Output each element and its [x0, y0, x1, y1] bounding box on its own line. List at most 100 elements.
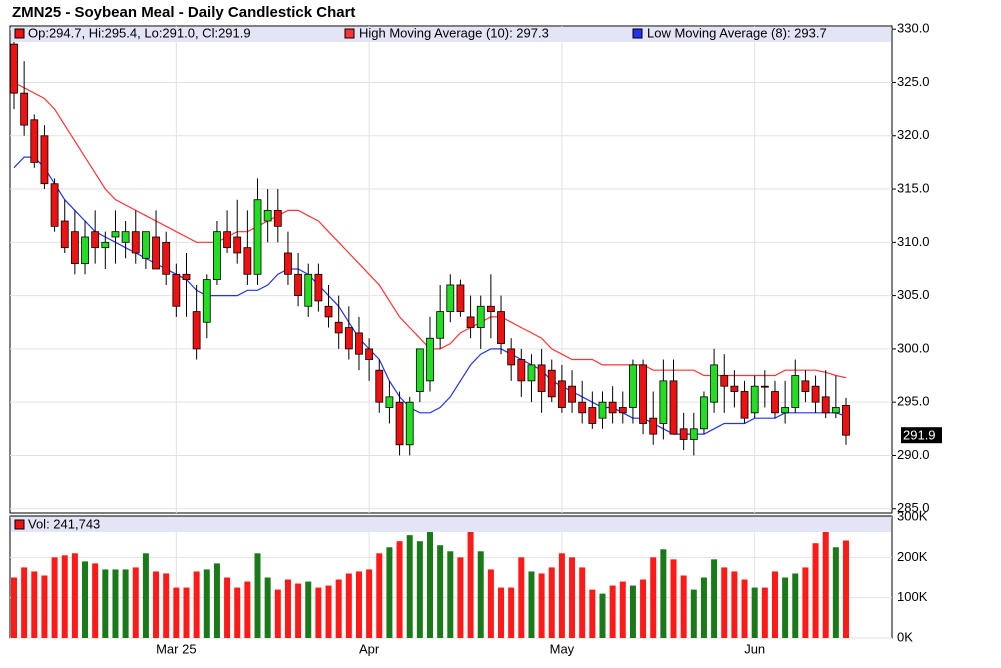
- candle-body: [476, 305, 485, 328]
- volume-bar: [812, 543, 819, 638]
- volume-bar: [386, 547, 393, 638]
- candle-body: [811, 385, 820, 403]
- volume-bar: [82, 561, 89, 638]
- volume-bar: [538, 573, 545, 638]
- volume-bar: [508, 587, 515, 638]
- volume-bar: [467, 531, 474, 638]
- volume-bar: [741, 579, 748, 638]
- candle-body: [750, 385, 759, 414]
- candle-body: [101, 241, 110, 249]
- candle-body: [415, 348, 424, 392]
- volume-bar: [315, 587, 322, 638]
- volume-bar: [213, 563, 220, 638]
- volume-bar: [579, 567, 586, 638]
- candle-body: [172, 273, 181, 307]
- volume-bar: [264, 577, 271, 638]
- volume-bar: [843, 540, 849, 638]
- candle-body: [507, 348, 516, 366]
- volume-bar: [112, 569, 119, 638]
- candle-body: [385, 396, 394, 408]
- x-tick-label: Apr: [359, 641, 380, 656]
- volume-bar: [92, 563, 99, 638]
- legend-swatch: [14, 28, 25, 39]
- legend-swatch: [14, 519, 25, 530]
- volume-bar: [41, 575, 48, 638]
- candle-body: [162, 241, 171, 275]
- volume-bar: [822, 529, 829, 638]
- candle-body: [598, 401, 607, 419]
- volume-bar: [528, 571, 535, 638]
- volume-bar: [335, 579, 342, 638]
- volume-bar: [51, 557, 58, 638]
- candle-body: [284, 252, 292, 275]
- volume-bar: [406, 535, 413, 638]
- candle-body: [273, 209, 282, 227]
- volume-bar: [782, 577, 789, 638]
- candle-body: [253, 199, 262, 275]
- y-tick-label: 285.0: [897, 500, 930, 515]
- volume-bar: [548, 567, 555, 638]
- y-tick-label: 315.0: [897, 180, 930, 195]
- volume-bar: [660, 549, 667, 638]
- price-panel: [9, 25, 893, 514]
- candle-body: [537, 364, 546, 392]
- candle-body: [243, 247, 252, 275]
- candle-body: [20, 92, 29, 126]
- volume-bar: [832, 547, 839, 638]
- candle-body: [547, 369, 556, 398]
- volume-bar: [163, 573, 170, 638]
- volume-bar: [731, 571, 738, 638]
- legend-swatch: [344, 28, 355, 39]
- candle-body: [324, 305, 333, 318]
- volume-bar: [173, 587, 180, 638]
- y-tick-label: 330.0: [897, 21, 930, 36]
- volume-bar: [711, 559, 718, 638]
- candle-body: [801, 380, 810, 392]
- candle-body: [111, 231, 120, 238]
- candle-body: [558, 380, 566, 408]
- candle-body: [446, 284, 455, 312]
- candle-body: [649, 417, 658, 435]
- volume-tick-label: 200K: [897, 549, 928, 564]
- candle-body: [355, 332, 363, 355]
- volume-bar: [61, 555, 68, 638]
- volume-bar: [21, 567, 28, 638]
- volume-bar: [518, 557, 525, 638]
- volume-bar: [142, 553, 149, 638]
- candle-body: [831, 407, 840, 414]
- volume-bar: [670, 559, 677, 638]
- y-tick-label: 295.0: [897, 394, 930, 409]
- volume-bar: [650, 557, 657, 638]
- volume-bar: [690, 589, 697, 638]
- candle-body: [294, 273, 302, 297]
- candle-body: [30, 119, 39, 163]
- volume-bar: [680, 575, 687, 638]
- volume-bar: [325, 585, 332, 638]
- volume-bar: [274, 589, 281, 638]
- candle-body: [608, 401, 617, 414]
- candle-body: [131, 231, 140, 254]
- volume-bar: [498, 587, 505, 638]
- volume-bar: [295, 583, 302, 638]
- volume-bar: [416, 541, 423, 638]
- candle-body: [760, 385, 769, 388]
- y-tick-label: 320.0: [897, 127, 930, 142]
- legend-swatch: [632, 28, 643, 39]
- candle-body: [639, 364, 647, 424]
- volume-bar: [640, 579, 647, 638]
- volume-bar: [569, 557, 576, 638]
- candle-body: [426, 337, 434, 382]
- volume-bar: [700, 577, 707, 638]
- candle-body: [689, 428, 698, 440]
- last-price-label: 291.9: [903, 428, 936, 443]
- volume-bar: [366, 569, 373, 638]
- candle-body: [395, 401, 404, 446]
- candle-body: [568, 385, 576, 403]
- volume-bar: [457, 557, 464, 638]
- candle-body: [10, 43, 18, 94]
- volume-bar: [437, 545, 444, 638]
- volume-bar: [487, 569, 494, 638]
- volume-bar: [254, 553, 261, 638]
